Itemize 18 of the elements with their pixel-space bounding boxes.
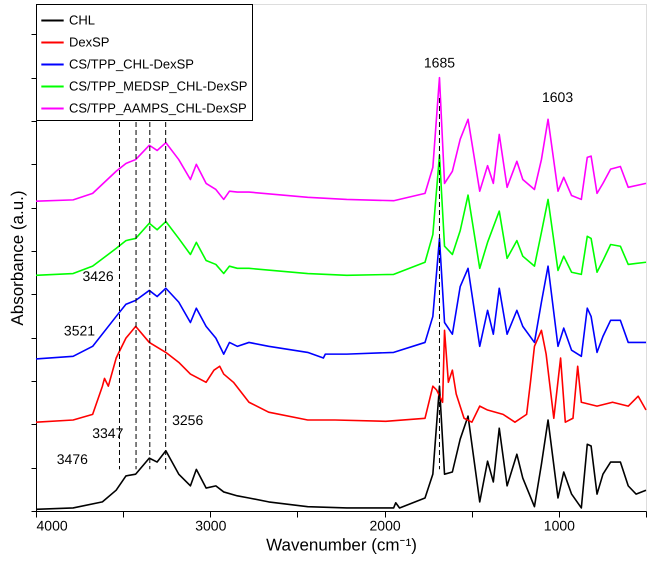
legend-label: CS/TPP_CHL-DexSP: [69, 56, 194, 72]
annotation: 3476: [56, 451, 88, 468]
x-tick-label: 3000: [195, 518, 227, 534]
x-tick-label: 1000: [544, 518, 576, 534]
legend-label: DexSP: [69, 34, 110, 50]
annotation: 3426: [82, 268, 114, 284]
x-tick-label: 4000: [36, 518, 68, 534]
annotation: 3521: [64, 322, 96, 338]
annotation: 3347: [92, 425, 124, 442]
legend-label: CS/TPP_MEDSP_CHL-DexSP: [69, 78, 248, 94]
annotation: 3256: [172, 412, 204, 428]
annotation: 1685: [424, 54, 456, 71]
legend-label: CS/TPP_AAMPS_CHL-DexSP: [69, 100, 247, 116]
x-tick-label: 2000: [369, 518, 401, 534]
legend-label: CHL: [69, 12, 96, 28]
y-axis-title: Absorbance (a.u.): [8, 190, 27, 326]
x-axis-title: Wavenumber (cm⁻¹): [266, 536, 417, 554]
annotation: 1603: [542, 89, 574, 105]
